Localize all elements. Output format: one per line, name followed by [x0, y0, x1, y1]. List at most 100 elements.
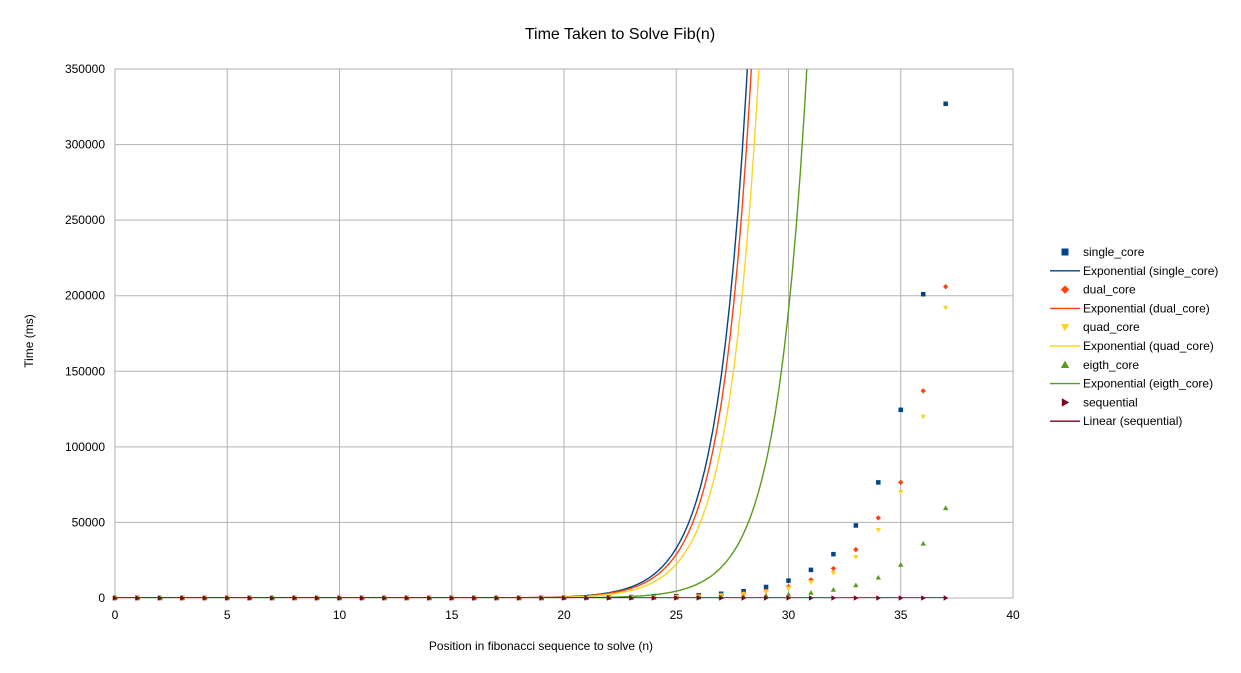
x-tick-label: 15: [445, 608, 459, 622]
data-point-sequential: [292, 595, 298, 601]
data-point-sequential: [449, 595, 455, 601]
x-tick-label: 25: [670, 608, 684, 622]
y-tick-label: 200000: [65, 289, 105, 303]
data-point-sequential: [606, 595, 612, 601]
data-point-sequential: [629, 595, 635, 601]
data-point-dual_core: [898, 479, 904, 486]
data-point-sequential: [651, 595, 657, 601]
data-point-dual_core: [808, 577, 814, 583]
data-point-sequential: [157, 595, 163, 601]
data-point-sequential: [584, 595, 590, 601]
data-point-eigth_core: [942, 505, 949, 511]
data-point-quad_core: [785, 586, 792, 592]
data-point-sequential: [696, 595, 702, 601]
data-point-quad_core: [808, 580, 814, 585]
data-point-dual_core: [942, 283, 949, 290]
trendline-quad_core: [115, 69, 760, 598]
legend-label: Exponential (dual_core): [1083, 301, 1210, 315]
data-point-single_core: [831, 551, 836, 557]
data-point-sequential: [112, 595, 118, 601]
data-point-sequential: [921, 595, 926, 601]
data-point-eigth_core: [920, 540, 926, 546]
data-point-sequential: [808, 595, 814, 601]
data-point-dual_core: [853, 546, 859, 553]
data-point-quad_core: [763, 589, 769, 595]
x-tick-label: 5: [224, 608, 231, 622]
y-tick-label: 300000: [65, 138, 105, 152]
data-point-quad_core: [898, 490, 904, 495]
data-point-sequential: [359, 595, 365, 601]
data-points: [112, 101, 949, 601]
legend-label: Exponential (eigth_core): [1083, 377, 1213, 391]
data-point-sequential: [876, 595, 881, 601]
data-point-sequential: [427, 595, 432, 601]
data-point-single_core: [943, 101, 948, 107]
legend-marker-sequential: [1061, 398, 1070, 407]
data-point-sequential: [786, 595, 792, 601]
x-tick-label: 10: [333, 608, 347, 622]
tick-labels: 0 5 10 15 20 25 30 35 40 0 50000 100000 150000 200000…: [65, 62, 1020, 622]
legend-marker-eigth_core: [1060, 360, 1070, 368]
x-tick-label: 20: [557, 608, 571, 622]
data-point-quad_core: [920, 414, 926, 420]
data-point-sequential: [943, 595, 949, 601]
x-axis-label: Position in fibonacci sequence to solve …: [429, 639, 653, 653]
data-point-single_core: [853, 523, 859, 528]
series-single_core: [112, 101, 948, 601]
data-point-sequential: [517, 595, 522, 601]
data-point-sequential: [898, 595, 904, 601]
data-point-quad_core: [853, 555, 859, 560]
data-point-sequential: [315, 595, 320, 601]
data-point-sequential: [247, 595, 253, 601]
x-tick-label: 0: [112, 608, 119, 622]
x-tick-label: 30: [782, 608, 796, 622]
y-tick-label: 0: [98, 591, 105, 605]
data-point-sequential: [270, 595, 275, 601]
chart-title: Time Taken to Solve Fib(n): [525, 26, 715, 43]
data-point-sequential: [180, 595, 186, 601]
y-tick-label: 100000: [65, 440, 105, 454]
data-point-eigth_core: [853, 582, 859, 588]
data-point-single_core: [808, 567, 814, 573]
legend-marker-quad_core: [1060, 324, 1070, 332]
data-point-sequential: [404, 595, 410, 601]
data-point-sequential: [382, 595, 388, 601]
data-point-sequential: [337, 595, 343, 601]
data-point-sequential: [674, 595, 679, 601]
series-quad_core: [112, 305, 949, 601]
data-point-quad_core: [830, 571, 837, 576]
data-point-dual_core: [875, 515, 881, 521]
series-eigth_core: [112, 505, 949, 601]
y-tick-label: 50000: [72, 515, 106, 529]
legend-label: Exponential (single_core): [1083, 264, 1218, 278]
data-point-sequential: [472, 595, 477, 601]
x-tick-label: 40: [1006, 608, 1020, 622]
legend-label: quad_core: [1083, 320, 1140, 334]
data-point-sequential: [719, 595, 724, 601]
data-point-sequential: [561, 595, 567, 601]
data-point-eigth_core: [898, 562, 904, 567]
x-tick-label: 35: [894, 608, 908, 622]
y-axis-label: Time (ms): [22, 314, 36, 368]
data-point-dual_core: [920, 388, 926, 394]
data-point-single_core: [876, 480, 881, 485]
data-point-sequential: [764, 595, 769, 601]
legend-label: sequential: [1083, 395, 1138, 409]
data-point-eigth_core: [875, 574, 881, 580]
legend-label: Linear (sequential): [1083, 414, 1182, 428]
data-point-eigth_core: [830, 586, 837, 592]
data-point-single_core: [786, 578, 791, 583]
data-point-eigth_core: [785, 591, 792, 597]
data-point-dual_core: [830, 565, 837, 572]
legend-label: Exponential (quad_core): [1083, 339, 1214, 353]
data-point-sequential: [135, 595, 141, 601]
y-tick-label: 150000: [65, 364, 105, 378]
data-point-single_core: [763, 584, 769, 590]
data-point-sequential: [741, 595, 747, 601]
data-point-eigth_core: [808, 590, 814, 595]
series-dual_core: [112, 283, 949, 601]
trendline-eigth_core: [115, 69, 808, 598]
data-point-quad_core: [942, 305, 949, 311]
